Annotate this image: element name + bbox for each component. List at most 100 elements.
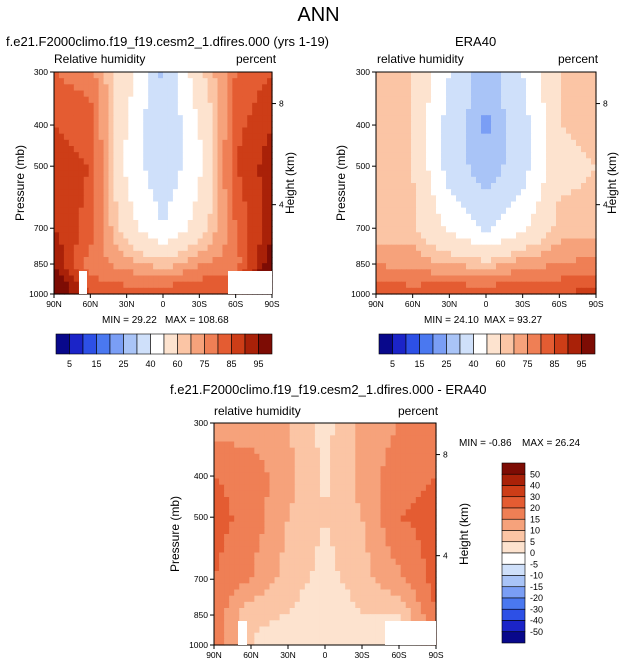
contour-cell bbox=[415, 484, 422, 492]
contour-cell bbox=[381, 189, 387, 196]
colorbar1-label: 60 bbox=[172, 359, 182, 369]
contour-cell bbox=[416, 275, 422, 283]
contour-cell bbox=[294, 447, 301, 455]
contour-cell bbox=[239, 527, 245, 535]
contour-cell bbox=[304, 614, 311, 621]
contour-cell bbox=[83, 158, 90, 166]
contour-cell bbox=[219, 472, 225, 480]
contour-cell bbox=[108, 226, 115, 233]
contour-cell bbox=[229, 546, 235, 554]
contour-cell bbox=[267, 201, 273, 209]
contour-cell bbox=[556, 78, 562, 85]
contour-cell bbox=[486, 189, 492, 196]
contour-cell bbox=[138, 109, 144, 116]
contour-cell bbox=[153, 226, 159, 233]
contour-cell bbox=[172, 96, 179, 104]
contour-cell bbox=[581, 244, 587, 252]
contour-cell bbox=[232, 226, 238, 233]
contour-cell bbox=[591, 139, 597, 147]
contour-cell bbox=[335, 552, 341, 560]
contour-cell bbox=[68, 189, 75, 196]
contour-cell bbox=[58, 115, 65, 122]
contour-cell bbox=[54, 133, 60, 141]
contour-cell bbox=[93, 102, 100, 110]
contour-cell bbox=[284, 620, 291, 628]
contour-cell bbox=[148, 72, 154, 79]
contour-cell bbox=[416, 96, 422, 104]
contour-cell bbox=[234, 435, 240, 443]
contour-cell bbox=[551, 244, 557, 252]
contour-cell bbox=[212, 287, 219, 295]
contour-cell bbox=[219, 521, 225, 529]
x-tick-label: 30N bbox=[119, 299, 135, 309]
contour-cell bbox=[586, 139, 592, 147]
contour-cell bbox=[153, 115, 159, 122]
contour-cell bbox=[108, 238, 115, 246]
contour-cell bbox=[425, 447, 432, 455]
contour-cell bbox=[401, 90, 407, 98]
contour-cell bbox=[536, 244, 542, 252]
contour-cell bbox=[108, 207, 115, 215]
contour-cell bbox=[267, 146, 273, 153]
contour-cell bbox=[202, 183, 209, 190]
contour-cell bbox=[396, 220, 402, 227]
contour-cell bbox=[556, 269, 562, 277]
contour-cell bbox=[108, 72, 115, 79]
contour-cell bbox=[345, 515, 351, 523]
contour-cell bbox=[426, 232, 432, 240]
contour-cell bbox=[521, 152, 527, 159]
contour-cell bbox=[421, 232, 427, 240]
contour-cell bbox=[224, 509, 230, 517]
contour-cell bbox=[138, 133, 144, 141]
contour-cell bbox=[516, 263, 522, 270]
contour-cell bbox=[227, 195, 233, 203]
contour-cell bbox=[88, 84, 95, 92]
contour-cell bbox=[192, 158, 199, 166]
contour-cell bbox=[242, 102, 248, 110]
contour-cell bbox=[167, 257, 174, 264]
contour-cell bbox=[416, 287, 422, 295]
contour-cell bbox=[299, 521, 306, 529]
contour-cell bbox=[571, 287, 577, 295]
contour-cell bbox=[345, 614, 351, 621]
contour-cell bbox=[93, 96, 100, 104]
contour-cell bbox=[219, 638, 225, 646]
contour-cell bbox=[274, 558, 281, 566]
contour-cell bbox=[386, 281, 392, 289]
contour-cell bbox=[330, 583, 336, 591]
contour-cell bbox=[274, 429, 281, 436]
contour-cell bbox=[385, 503, 392, 510]
contour-cell bbox=[576, 115, 582, 122]
contour-cell bbox=[262, 226, 268, 233]
contour-cell bbox=[128, 201, 134, 209]
panel1-max-label: MAX = 108.68 bbox=[165, 315, 229, 326]
contour-cell bbox=[466, 127, 472, 135]
contour-cell bbox=[430, 589, 437, 597]
contour-cell bbox=[78, 244, 85, 252]
contour-cell bbox=[386, 232, 392, 240]
contour-cell bbox=[88, 201, 95, 209]
x-tick-label: 0 bbox=[323, 650, 328, 660]
contour-cell bbox=[461, 232, 467, 240]
contour-cell bbox=[163, 269, 169, 277]
contour-cell bbox=[381, 152, 387, 159]
contour-cell bbox=[148, 152, 154, 159]
contour-cell bbox=[561, 269, 567, 277]
contour-cell bbox=[395, 447, 402, 455]
contour-cell bbox=[299, 423, 306, 430]
contour-cell bbox=[466, 146, 472, 153]
contour-cell bbox=[148, 220, 154, 227]
contour-cell bbox=[481, 238, 487, 246]
contour-cell bbox=[143, 84, 149, 92]
contour-cell bbox=[561, 250, 567, 258]
contour-cell bbox=[330, 460, 336, 467]
contour-cell bbox=[319, 540, 326, 547]
contour-cell bbox=[219, 435, 225, 443]
contour-cell bbox=[158, 102, 164, 110]
height-tick-label: 4 bbox=[279, 200, 284, 210]
contour-cell bbox=[476, 220, 482, 227]
contour-cell bbox=[481, 201, 487, 209]
contour-cell bbox=[360, 534, 366, 541]
contour-cell bbox=[461, 133, 467, 141]
contour-cell bbox=[254, 423, 261, 430]
